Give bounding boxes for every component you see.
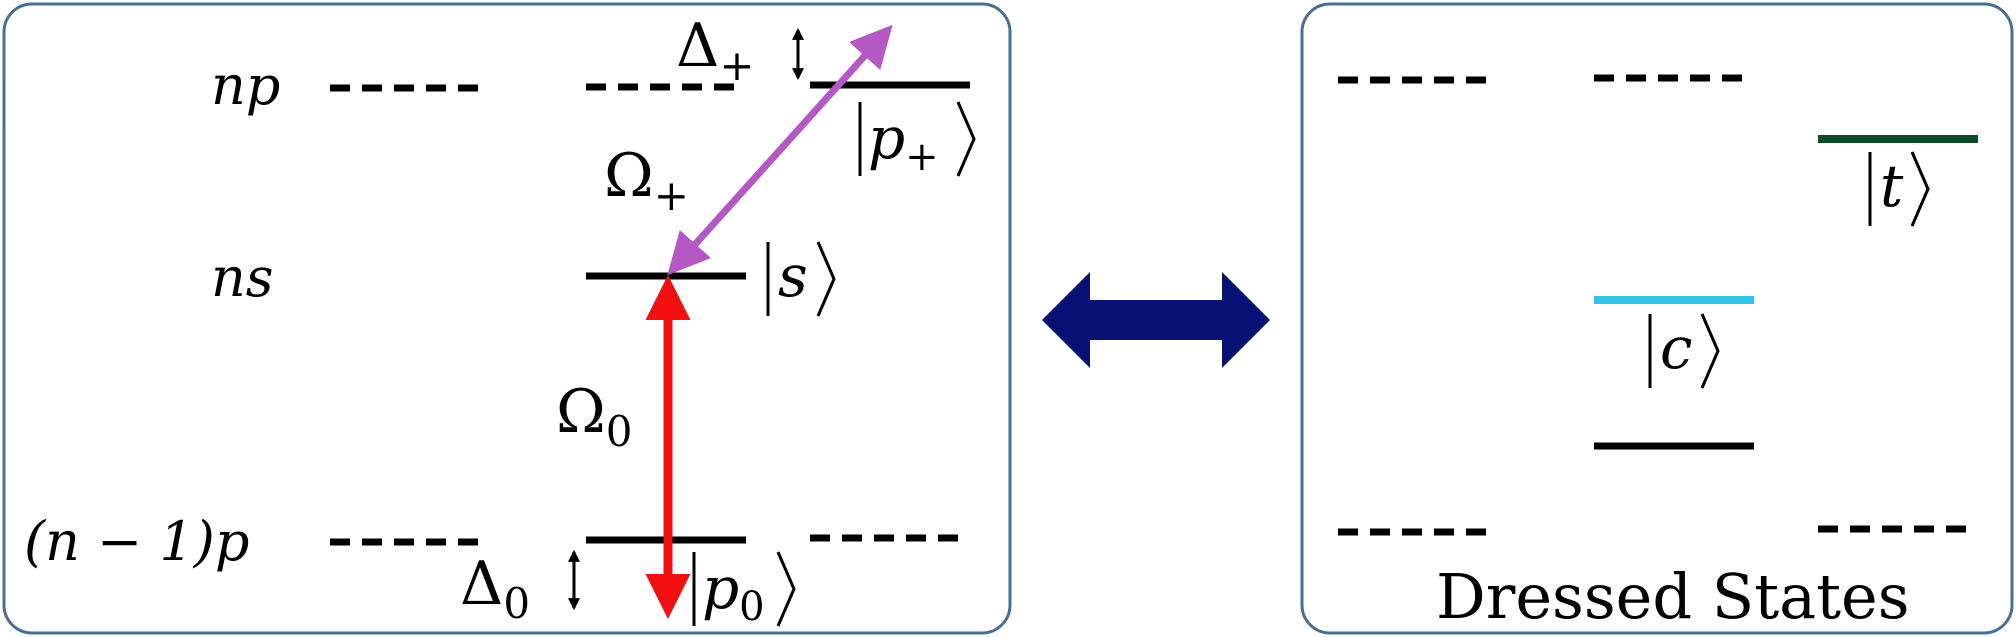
svg-text:s: s [778,242,808,310]
ket-t: t [1868,151,1930,227]
ket-s: s [766,241,836,317]
svg-text:c: c [1660,314,1692,382]
delta-zero-label: Δ0 [460,549,530,628]
delta-plus-label: Δ+ [676,11,755,90]
svg-text:p0: p0 [702,554,765,630]
right-panel-frame [1300,2,2014,635]
svg-text:t: t [1880,152,1904,220]
omega-plus-label: Ω+ [604,141,689,220]
ket-p-zero: p0 [692,551,796,630]
omega-plus-arrow [667,24,893,276]
left-panel-frame [2,2,1012,635]
dressed-states-caption: Dressed States [1436,560,1910,633]
label-n-minus-1-p: (n − 1)p [24,510,249,573]
ket-c: c [1648,313,1720,389]
label-ns: ns [211,246,274,309]
double-arrow [1042,272,1270,368]
ket-p-plus: p+ [858,101,976,180]
label-np: np [211,54,280,117]
omega-zero-label: Ω0 [556,377,632,456]
svg-text:p+: p+ [868,104,939,180]
